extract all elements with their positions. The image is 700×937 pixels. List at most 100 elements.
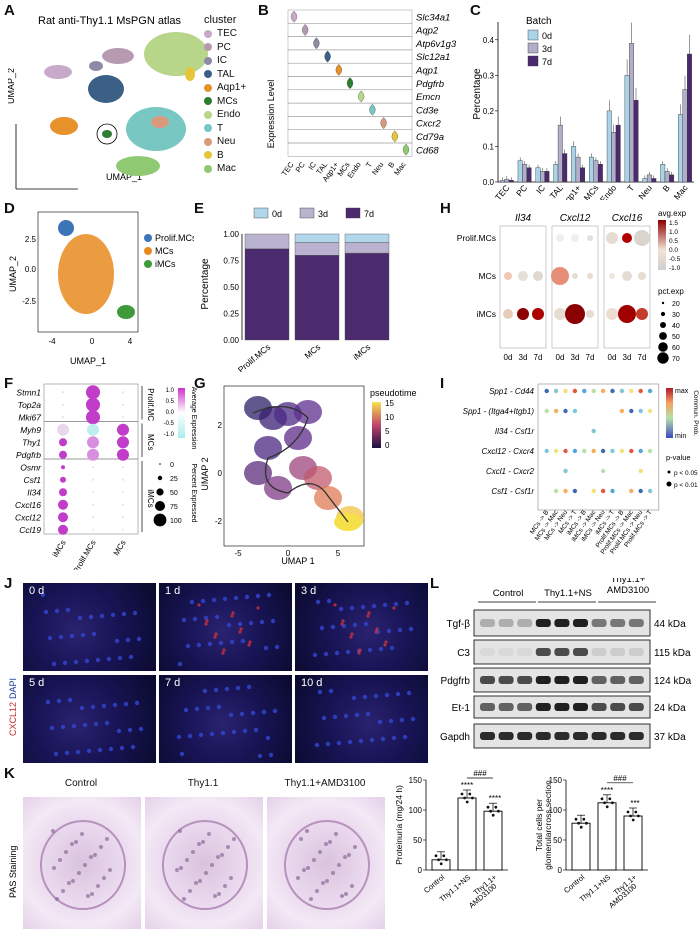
- stacked-e-seg: [344, 242, 390, 254]
- violin-gene-label: Emcn: [416, 92, 440, 103]
- if-j-time-label: 0 d: [29, 585, 45, 597]
- dot-f-gene-label: Myh9: [20, 425, 41, 435]
- umap-d-ytick-2: -2.5: [22, 297, 36, 306]
- stacked-e-ytick: 0.25: [223, 310, 239, 319]
- umap-a-legend: cluster TEC PC IC TAL Aqp1+ MCs Endo T Neu B Mac: [204, 14, 246, 176]
- dot-f-dot: [122, 491, 124, 494]
- barplot-cells-ytick: 150: [549, 776, 563, 785]
- wb-l-band: [573, 732, 588, 740]
- wb-l-band: [610, 703, 626, 711]
- if-j-nuclei: [176, 684, 278, 759]
- legend-dot: [204, 83, 212, 92]
- panel-label-j: J: [4, 575, 13, 592]
- cellchat-i-dot: [647, 388, 653, 394]
- wb-l-band: [480, 732, 495, 740]
- violin-shape: [290, 10, 298, 23]
- cellchat-i-pair-label: Cxcl1 - Cxcr2: [486, 467, 535, 476]
- stacked-e-legend-swatch: [345, 207, 361, 219]
- if-j-image: 10 d: [294, 674, 429, 764]
- bar-c-bar: [522, 164, 528, 183]
- panel-b-violin: Expression Level Slc34a1 Aqp2 Atp6v1g3 Slc1…: [262, 4, 467, 194]
- dot-h-col-label: 7d: [638, 353, 647, 362]
- dot-f-dot: [92, 466, 94, 469]
- dot-h-size-tick: 30: [672, 312, 680, 319]
- cellchat-i-pair-label: Csf1 - Csf1r: [491, 487, 534, 496]
- barplot-cells-ytick: 0: [558, 866, 563, 875]
- violin-cluster-label: IC: [306, 160, 318, 172]
- cellchat-i-dot: [610, 448, 615, 454]
- dot-f-dot: [92, 503, 94, 506]
- dot-h-dot: [571, 234, 579, 242]
- legend-label: IC: [217, 55, 227, 67]
- cellchat-i-legend-title: Commun. Prob.: [692, 390, 699, 436]
- barplot-cells-ytick: 100: [549, 806, 563, 815]
- legend-label: B: [217, 149, 224, 161]
- dot-h-legend-bar: [658, 220, 666, 270]
- dot-h-col-label: 7d: [534, 353, 543, 362]
- cellchat-i-dot: [629, 388, 634, 394]
- umap-d-legend-imcs: iMCs: [155, 259, 176, 269]
- dot-f-dot: [87, 423, 99, 436]
- dot-f-legend-title: Average Expression: [190, 387, 197, 450]
- dot-h-dot: [517, 308, 529, 320]
- legend-label: TEC: [217, 28, 237, 40]
- wb-l-band: [480, 703, 495, 711]
- violin-shape: [324, 50, 331, 63]
- dot-f-legend-tick: -0.5: [164, 421, 175, 427]
- bar-c-bar: [642, 178, 648, 183]
- stacked-e-ylabel: Percentage: [200, 258, 211, 310]
- umap-a-legend-item: Neu: [204, 135, 246, 149]
- dot-f-gene-label: Osmr: [20, 462, 42, 472]
- dot-h-dot: [565, 304, 585, 324]
- dot-f-svg: Prolif.MC MCs iMCs Stmn1 Top2a Mki67 Myh9 Thy1 P…: [15, 383, 197, 575]
- dot-h-dot: [606, 232, 618, 244]
- panel-f-dotplot: Prolif.MC MCs iMCs Stmn1 Top2a Mki67 Myh9 Thy1 P…: [8, 378, 198, 575]
- dot-h-row-label: Prolif.MCs: [457, 233, 496, 243]
- violin-b-ylabel: Expression Level: [266, 80, 276, 149]
- dot-f-size-tick: 50: [170, 490, 178, 497]
- dot-h-dot: [586, 310, 594, 318]
- legend-label: Aqp1+: [217, 82, 247, 94]
- wb-l-kda-label: 44 kDa: [654, 619, 686, 630]
- dot-f-dot: [122, 403, 124, 406]
- legend-label: TAL: [217, 68, 235, 80]
- dot-h-legend-tick: 1.5: [669, 220, 678, 227]
- legend-label: PC: [217, 41, 231, 53]
- dot-h-dot: [622, 271, 632, 281]
- dot-h-col-label: 7d: [586, 353, 595, 362]
- if-j-time-label: 3 d: [301, 585, 317, 597]
- bar-c-ytick: 0.1: [483, 142, 495, 151]
- umap-d-xlabel: UMAP_1: [70, 356, 106, 366]
- wb-l-protein-label: Et-1: [452, 703, 471, 714]
- wb-l-group-label: Thy1.1+: [611, 578, 646, 585]
- if-j-nuclei: [312, 598, 414, 658]
- dot-h-size-tick: 50: [672, 334, 680, 341]
- wb-l-band: [517, 703, 533, 711]
- violin-shape: [346, 77, 354, 90]
- violin-cluster-label: PC: [293, 160, 307, 174]
- wb-l-band: [591, 703, 607, 711]
- cellchat-i-dot: [572, 408, 578, 414]
- wb-l-band: [591, 676, 607, 684]
- umap-d-ylabel: UMAP_2: [8, 256, 18, 292]
- umap-a-legend-item: PC: [204, 41, 246, 55]
- barplot-cells-bar: [597, 802, 617, 871]
- if-j-image: 1 d: [158, 582, 293, 672]
- dot-f-dot: [122, 516, 124, 519]
- bar-c-ytick: 0.0: [483, 178, 495, 187]
- cellchat-i-dot: [638, 408, 643, 414]
- if-j-image: 0 d: [22, 582, 157, 672]
- trajectory-g-xtick: 5: [336, 549, 341, 558]
- violin-gene-label: Pdgfrb: [416, 79, 444, 90]
- bar-c-ytick: 0.4: [483, 36, 495, 45]
- dot-h-size-tick: 40: [672, 323, 680, 330]
- bar-c-bar: [562, 153, 568, 183]
- bar-c-bar: [499, 180, 505, 183]
- bar-c-bar: [580, 167, 585, 183]
- dot-f-dot: [59, 488, 67, 497]
- trajectory-g-ytick: 2: [218, 421, 223, 430]
- legend-dot: [204, 70, 212, 79]
- wb-l-band: [517, 619, 533, 627]
- bar-c-bar: [646, 174, 652, 183]
- svg-text:CXCL12DAPI: CXCL12 DAPI: [8, 678, 18, 736]
